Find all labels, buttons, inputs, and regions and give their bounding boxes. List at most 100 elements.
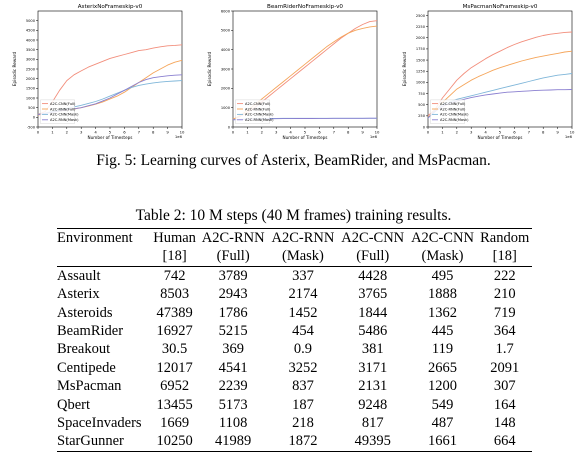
- score-cell: 148: [493, 415, 516, 432]
- score-cell: 1661: [407, 432, 478, 452]
- score-cell: 210: [493, 286, 516, 303]
- y-tick-label: 1000: [416, 81, 426, 85]
- x-tick-label: 7: [333, 130, 336, 135]
- x-axis-label: Number of Timesteps: [477, 135, 522, 140]
- x-tick-label: 1: [51, 130, 54, 135]
- score-cell: 13455: [156, 396, 193, 413]
- x-tick-label: 10: [375, 130, 380, 135]
- y-tick-label: 2500: [416, 14, 426, 18]
- asterix-learning-curve-plot: AsterixNoFrameskip-v00 1 2 3 4 5 6 7 8 9 10-500050…: [12, 4, 185, 140]
- y-axis-label: Episodic Reward: [402, 52, 407, 87]
- score-cell: 5486: [358, 323, 388, 340]
- chart-title: MsPacmanNoFrameskip-v0: [463, 4, 538, 10]
- table-row: Qbert 13455 5173 187 9248 549 164: [57, 396, 532, 414]
- environment-cell: SpaceInvaders: [57, 415, 142, 432]
- legend-box: [40, 99, 75, 124]
- x-tick-label: 0: [232, 130, 235, 135]
- x-tick-label: 4: [94, 130, 97, 135]
- score-cell: 664: [477, 432, 532, 452]
- score-cell: 1844: [358, 304, 388, 321]
- column-subheader: [57, 247, 151, 267]
- y-tick-label: 5000: [26, 19, 36, 23]
- legend-entry: A2C-CNN(Mask): [245, 113, 274, 117]
- y-tick-label: 4000: [221, 48, 231, 52]
- x-tick-label: 8: [542, 130, 545, 135]
- y-tick-label: 2250: [416, 25, 426, 29]
- score-cell: 495: [431, 267, 454, 284]
- column-header: Human: [150, 228, 199, 248]
- y-tick-label: 1500: [416, 58, 426, 62]
- chart-title: AsterixNoFrameskip-v0: [78, 4, 143, 10]
- score-cell: 1200: [428, 378, 457, 395]
- legend-entry: A2C-RNN(Mask): [440, 118, 469, 122]
- legend-entry: A2C-CNN(Full): [50, 102, 76, 106]
- column-header: Environment: [57, 228, 151, 248]
- score-cell: 2943: [218, 286, 248, 303]
- score-cell: 4428: [358, 267, 388, 284]
- score-cell: 1872: [268, 432, 338, 452]
- legend-entry: A2C-RNN(Mask): [50, 118, 79, 122]
- x-tick-label: 9: [166, 130, 169, 135]
- x-tick-label: 0: [37, 130, 40, 135]
- legend-entry: A2C-CNN(Full): [440, 102, 466, 106]
- score-cell: 3789: [218, 267, 248, 284]
- table-row: StarGunner 10250 41989 1872 49395 1661 664: [57, 432, 532, 452]
- x-tick-label: 8: [152, 130, 155, 135]
- table-row: SpaceInvaders 1669 1108 218 817 487 148: [57, 414, 532, 432]
- score-cell: 49395: [337, 432, 408, 452]
- table-caption: Table 2: 10 M steps (40 M frames) traini…: [135, 207, 452, 224]
- score-cell: 119: [431, 341, 454, 358]
- score-cell: 1888: [428, 286, 457, 303]
- learning-curves-figure: AsterixNoFrameskip-v0 0 1 2 3 4 5 6 7 8 9 10 -500 0 50…: [0, 0, 587, 150]
- x-scale-label: 1e6: [370, 134, 378, 139]
- score-cell: 2239: [218, 378, 248, 395]
- x-tick-label: 5: [109, 130, 112, 135]
- y-tick-label: 3000: [221, 67, 231, 71]
- beamrider-learning-curve-plot: BeamRiderNoFrameskip-v0 0 1 2 3 4 5 6 7 8 9 10 0 1000…: [207, 4, 380, 140]
- table-header-row: Environment Human A2C-RNN A2C-RNN A2C-CNN A2C…: [57, 228, 532, 248]
- score-cell: 41989: [198, 432, 269, 452]
- score-cell: 9248: [358, 396, 388, 413]
- environment-cell: MsPacman: [57, 378, 122, 395]
- score-cell: 719: [493, 304, 516, 321]
- x-tick-label: 4: [289, 130, 292, 135]
- legend-entry: A2C-RNN(Full): [440, 107, 466, 111]
- table-row: BeamRider 16927 5215 454 5486 445 364: [57, 322, 532, 340]
- series-line: [427, 31, 573, 117]
- y-tick-label: 2000: [26, 77, 36, 81]
- mspacman-learning-curve-plot: MsPacmanNoFrameskip-v0 0 1 2 3 4 5 6 7 8 9 10 0 250 50…: [402, 4, 575, 140]
- legend-entry: A2C-CNN(Mask): [50, 113, 79, 117]
- y-tick-label: 1000: [221, 106, 231, 110]
- score-cell: 817: [361, 415, 384, 432]
- x-tick-label: 3: [80, 130, 83, 135]
- column-subheader: (Mask): [268, 247, 338, 267]
- x-axis-label: Number of Timesteps: [87, 135, 132, 140]
- y-tick-label: 4000: [26, 38, 36, 42]
- score-cell: 4541: [218, 359, 248, 376]
- y-tick-label: 4500: [26, 29, 36, 33]
- score-cell: 837: [292, 378, 314, 395]
- x-tick-label: 1: [246, 130, 249, 135]
- score-cell: 2091: [490, 359, 520, 376]
- column-subheader: (Full): [198, 247, 269, 267]
- score-cell: 30.5: [161, 341, 188, 358]
- y-tick-label: 1000: [26, 96, 36, 100]
- score-cell: 187: [292, 396, 314, 413]
- legend-entry: A2C-RNN(Full): [50, 107, 76, 111]
- score-cell: 549: [431, 396, 454, 413]
- environment-cell: Assault: [57, 267, 101, 284]
- table-row: Centipede 12017 4541 3252 3171 2665 2091: [57, 359, 532, 377]
- y-tick-label: 6000: [221, 9, 231, 13]
- score-cell: 10250: [150, 432, 199, 452]
- x-tick-label: 6: [123, 130, 126, 135]
- x-tick-label: 6: [318, 130, 321, 135]
- y-tick-label: 2000: [221, 87, 231, 91]
- score-cell: 1786: [218, 304, 248, 321]
- x-tick-label: 10: [570, 130, 575, 135]
- legend-entry: A2C-CNN(Full): [245, 102, 271, 106]
- x-tick-label: 7: [528, 130, 531, 135]
- y-tick-label: 500: [28, 106, 36, 110]
- x-tick-label: 5: [304, 130, 307, 135]
- y-axis-label: Episodic Reward: [12, 52, 17, 87]
- x-tick-label: 1: [441, 130, 444, 135]
